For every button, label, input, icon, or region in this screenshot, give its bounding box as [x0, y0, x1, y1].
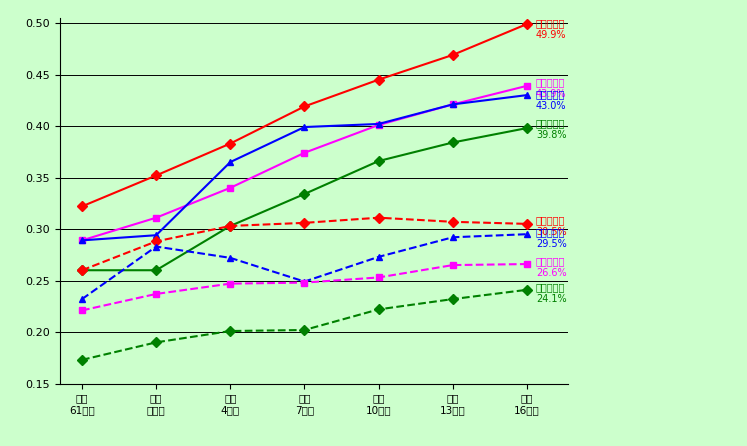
Text: 全体・博士
43.9%: 全体・博士 43.9% [536, 77, 566, 99]
Text: 公立・博士
43.0%: 公立・博士 43.0% [536, 90, 566, 111]
Text: 私立・博士
39.8%: 私立・博士 39.8% [536, 118, 566, 140]
Text: 国立・修士
29.5%: 国立・修士 29.5% [536, 227, 566, 249]
Text: 公立・修士
30.5%: 公立・修士 30.5% [536, 215, 566, 237]
Text: 国立・博士
49.9%: 国立・博士 49.9% [536, 18, 566, 40]
Text: 全体・修士
26.6%: 全体・修士 26.6% [536, 256, 566, 278]
Text: 私立・修士
24.1%: 私立・修士 24.1% [536, 282, 566, 304]
